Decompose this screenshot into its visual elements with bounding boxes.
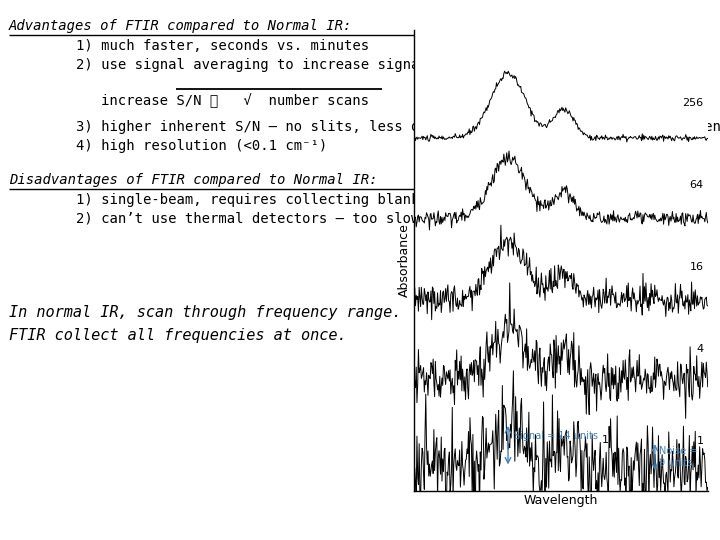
Text: 3) higher inherent S/N – no slits, less optical equipment, higher light intensit: 3) higher inherent S/N – no slits, less … <box>9 120 720 134</box>
Text: 2) use signal averaging to increase signal-to-noise (S/N): 2) use signal averaging to increase sign… <box>9 58 553 72</box>
Text: In normal IR, scan through frequency range.  In: In normal IR, scan through frequency ran… <box>9 305 438 320</box>
Text: 16: 16 <box>689 262 703 272</box>
Text: Disadvantages of FTIR compared to Normal IR:: Disadvantages of FTIR compared to Normal… <box>9 173 377 187</box>
Text: 4) high resolution (<0.1 cm⁻¹): 4) high resolution (<0.1 cm⁻¹) <box>9 139 327 153</box>
Text: 1) single-beam, requires collecting blank: 1) single-beam, requires collecting blan… <box>9 193 419 207</box>
Text: 64: 64 <box>689 180 703 190</box>
Text: 1) much faster, seconds vs. minutes: 1) much faster, seconds vs. minutes <box>9 39 369 53</box>
Text: 256: 256 <box>683 98 703 108</box>
Text: Noise =
9 units: Noise = 9 units <box>660 447 698 468</box>
X-axis label: Wavelength: Wavelength <box>523 494 598 507</box>
Text: 2) can’t use thermal detectors – too slow: 2) can’t use thermal detectors – too slo… <box>9 212 419 226</box>
Y-axis label: Absorbance: Absorbance <box>398 224 411 298</box>
Text: 1: 1 <box>696 436 703 447</box>
Text: Signal = 14 units: Signal = 14 units <box>514 431 598 441</box>
Text: Advantages of FTIR compared to Normal IR:: Advantages of FTIR compared to Normal IR… <box>9 19 352 33</box>
Text: increase S/N 🔒   √  number scans: increase S/N 🔒 √ number scans <box>101 94 369 109</box>
Text: FTIR collect all frequencies at once.: FTIR collect all frequencies at once. <box>9 328 346 343</box>
Text: 4: 4 <box>696 345 703 354</box>
Text: 1: 1 <box>601 435 608 445</box>
